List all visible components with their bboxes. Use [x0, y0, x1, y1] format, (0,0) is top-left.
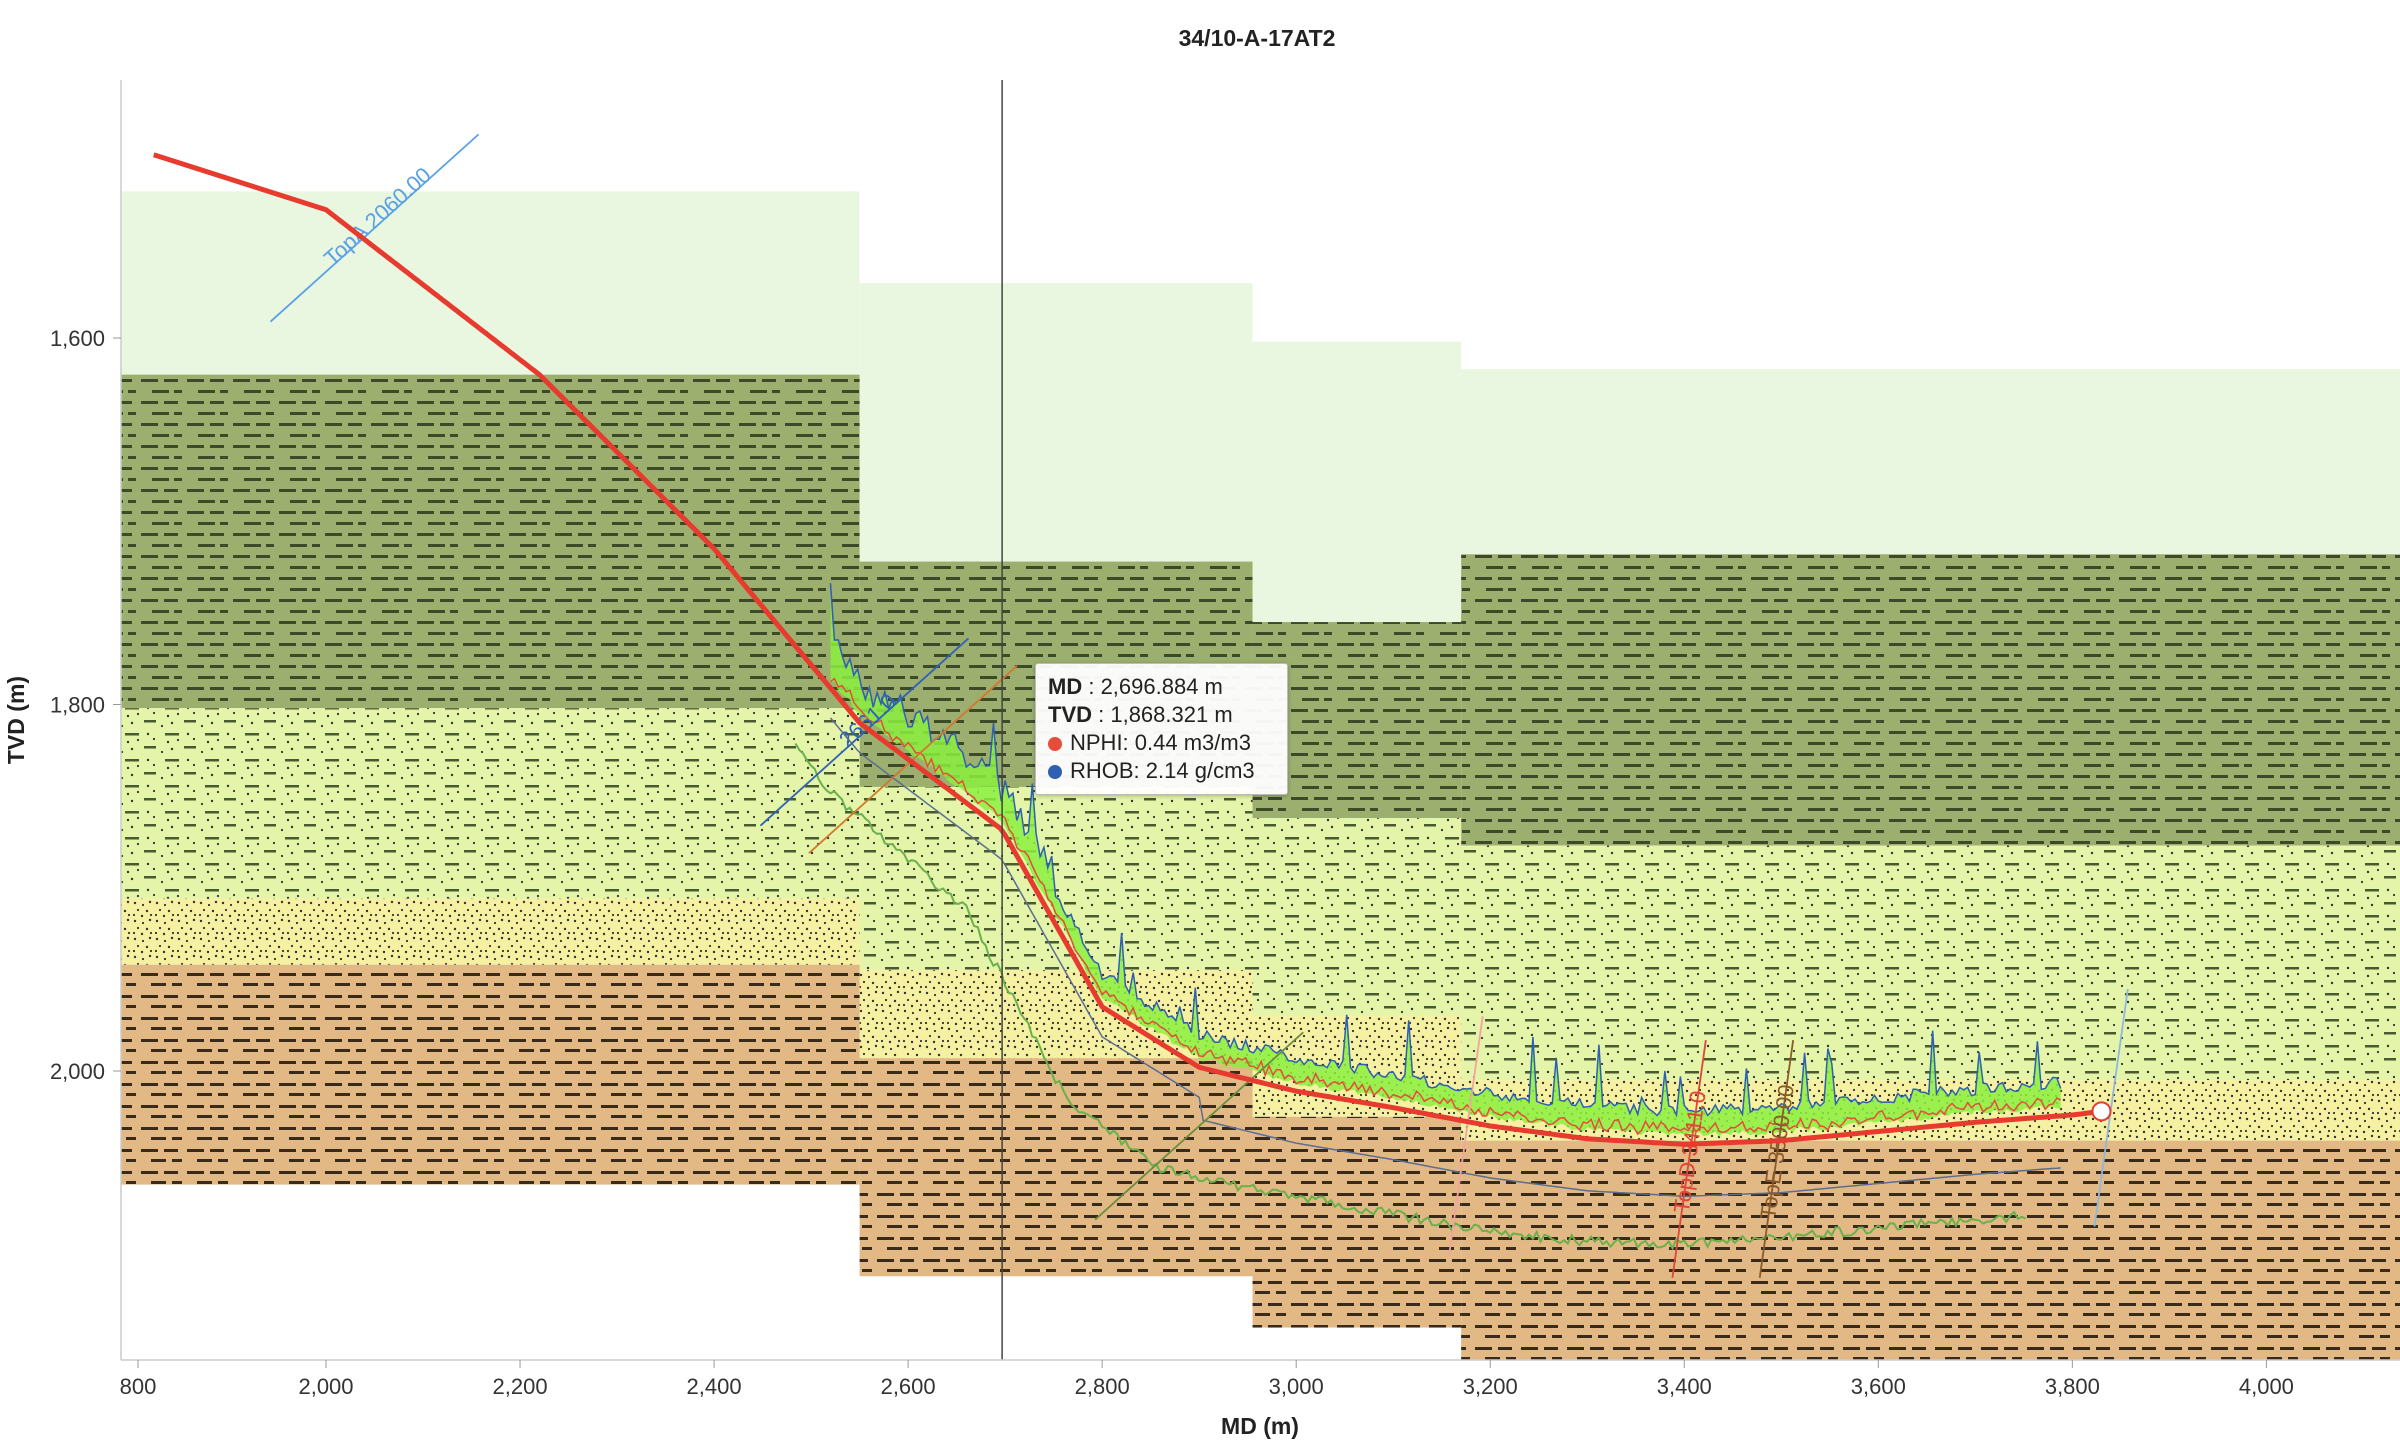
- x-tick-label-0: 800: [120, 1374, 157, 1399]
- x-tick-label-4: 2,600: [881, 1374, 936, 1399]
- layer-silt-yellow-green-2: [1252, 818, 1462, 1017]
- y-ticks: 1,600 1,800 2,000: [50, 326, 121, 1084]
- pick-line-5: [1671, 1040, 1707, 1278]
- pick-line-3: [1094, 1031, 1304, 1221]
- tooltip-tvd-label: TVD: [1048, 702, 1092, 727]
- well-path-line: [151, 152, 2102, 1147]
- x-axis-title: MD (m): [1221, 1413, 1299, 1439]
- well-end-marker[interactable]: [2091, 1101, 2112, 1122]
- tooltip-rhob-row: RHOB: 2.14 g/cm3: [1048, 757, 1275, 785]
- tooltip-tvd-row: TVD : 1,868.321 m: [1048, 702, 1233, 727]
- lithology-layers: [121, 191, 2400, 1360]
- reference-curve: [829, 717, 2061, 1198]
- y-tick-label-0: 1,600: [50, 326, 105, 351]
- x-tick-label-1: 2,000: [298, 1374, 353, 1399]
- layer-light-green-0: [121, 191, 860, 375]
- x-ticks: 800 2,000 2,200 2,400 2,600 2,800 3,000 3,200 3,…: [120, 1360, 2294, 1399]
- y-tick-label-2: 2,000: [50, 1059, 105, 1084]
- layer-light-green-3: [1461, 369, 2400, 555]
- pick-line-2: [808, 665, 1018, 854]
- pick-line-0: [269, 133, 480, 323]
- tooltip-md-value: 2,696.884 m: [1100, 674, 1223, 699]
- x-tick-label-10: 3,800: [2045, 1374, 2100, 1399]
- log-curves: [794, 583, 2062, 1251]
- x-tick-label-2: 2,200: [493, 1374, 548, 1399]
- pick-line-4: [1448, 1016, 1484, 1255]
- layer-sand-yellow-0: [121, 898, 860, 965]
- x-tick-label-5: 2,800: [1075, 1374, 1130, 1399]
- layer-brown-shale-2: [1252, 1116, 1462, 1328]
- tooltip-nphi-row: NPHI: 0.44 m3/m3: [1048, 729, 1275, 757]
- rhob-curve: [829, 583, 2062, 1118]
- layer-light-green-2: [1252, 341, 1462, 623]
- x-tick-label-6: 3,000: [1269, 1374, 1324, 1399]
- rhob-dot-icon: [1048, 765, 1062, 779]
- axes: 800 2,000 2,200 2,400 2,600 2,800 3,000 3,200 3,…: [3, 80, 2400, 1439]
- pick-line-6: [1758, 1040, 1795, 1278]
- nphi-dot-icon: [1048, 737, 1062, 751]
- x-tick-label-8: 3,400: [1657, 1374, 1712, 1399]
- layer-silt-yellow-green-1: [859, 786, 1253, 971]
- x-tick-label-9: 3,600: [1851, 1374, 1906, 1399]
- layer-brown-shale-0: [121, 964, 860, 1185]
- chart-title: 34/10-A-17AT2: [1179, 25, 1336, 51]
- layer-brown-shale-3: [1461, 1140, 2400, 1360]
- tooltip-rhob-text: RHOB: 2.14 g/cm3: [1070, 758, 1255, 783]
- pick-line-7: [2093, 988, 2129, 1227]
- tooltip-tvd-value: 1,868.321 m: [1110, 702, 1233, 727]
- tooltip-md-row: MD : 2,696.884 m: [1048, 674, 1223, 699]
- gamma-curve: [794, 742, 2027, 1251]
- layer-brown-shale-1: [859, 1058, 1253, 1277]
- pick-line-1: [759, 637, 970, 827]
- cursor-tooltip: MD : 2,696.884 m TVD : 1,868.321 m NPHI:…: [1035, 663, 1288, 795]
- y-tick-label-1: 1,800: [50, 693, 105, 718]
- y-axis-title: TVD (m): [3, 676, 29, 764]
- layer-light-green-1: [859, 283, 1253, 562]
- tooltip-md-label: MD: [1048, 674, 1083, 699]
- x-tick-label-7: 3,200: [1463, 1374, 1518, 1399]
- tooltip-nphi-text: NPHI: 0.44 m3/m3: [1070, 730, 1251, 755]
- layer-silt-yellow-green-3: [1461, 845, 2400, 1081]
- x-tick-label-3: 2,400: [687, 1374, 742, 1399]
- layer-shale-green-0: [121, 374, 860, 709]
- nphi-curve: [830, 677, 2062, 1136]
- layer-shale-green-3: [1461, 554, 2400, 846]
- x-tick-label-11: 4,000: [2239, 1374, 2294, 1399]
- layer-silt-yellow-green-0: [121, 708, 860, 899]
